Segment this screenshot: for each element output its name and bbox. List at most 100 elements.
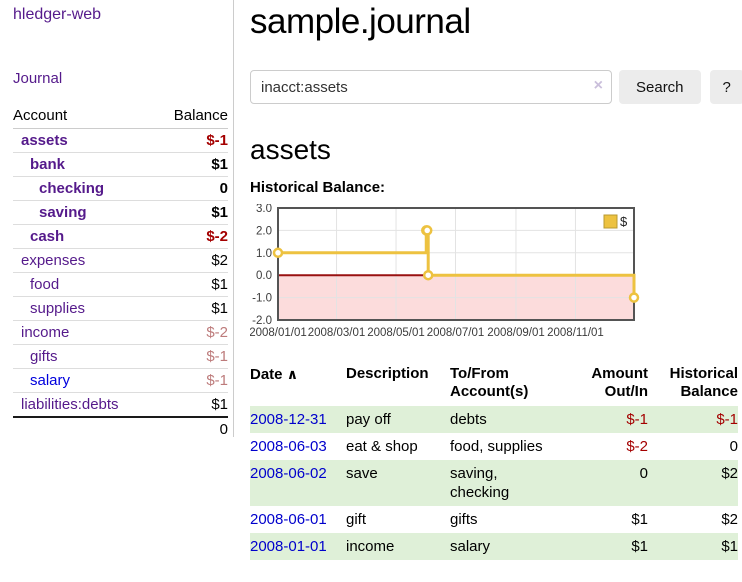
account-balance: $1 [155, 200, 228, 225]
accounts-total-balance: 0 [155, 416, 228, 441]
account-balance: $-1 [155, 128, 228, 153]
register-header-row: Date ∧ Description To/From Account(s) Am… [250, 365, 738, 406]
account-link-cash[interactable]: cash [30, 228, 65, 245]
register-row: 2008-06-02 save saving, checking 0 $2 [250, 460, 738, 506]
transaction-account: gifts [450, 511, 478, 528]
account-row-checking: checking 0 [13, 176, 228, 201]
svg-text:2008/09/01: 2008/09/01 [487, 327, 545, 339]
sort-ascending-icon: ∧ [286, 366, 299, 382]
account-link-saving[interactable]: saving [39, 204, 87, 221]
svg-text:2008/05/01: 2008/05/01 [367, 327, 425, 339]
accounts-table: Account Balance assets $-1 bank $1 check… [13, 104, 228, 441]
account-balance: 0 [155, 176, 228, 201]
transaction-account: food, supplies [450, 438, 543, 455]
svg-text:-1.0: -1.0 [252, 293, 272, 305]
main-content: sample.journal × Search ? assets Histori… [250, 0, 742, 560]
accounts-header-account: Account [13, 107, 68, 124]
account-link-income[interactable]: income [21, 324, 70, 341]
transaction-date-link[interactable]: 2008-12-31 [250, 411, 327, 428]
page-title: sample.journal [250, 2, 471, 41]
transaction-amount: $-1 [626, 411, 648, 428]
account-balance: $-1 [155, 344, 228, 369]
accounts-total-row: 0 [13, 416, 228, 441]
svg-text:$: $ [620, 214, 628, 229]
account-row-liabilities-debts: liabilities:debts $1 [13, 392, 228, 417]
clear-search-icon[interactable]: × [593, 77, 603, 94]
register-header-description: Description [346, 365, 429, 382]
account-link-bank[interactable]: bank [30, 156, 66, 173]
svg-text:2008/03/01: 2008/03/01 [308, 327, 366, 339]
svg-text:0.0: 0.0 [256, 270, 272, 282]
transaction-account: saving, checking [450, 465, 510, 501]
account-balance: $-2 [155, 224, 228, 249]
transaction-date-link[interactable]: 2008-06-01 [250, 511, 327, 528]
account-link-checking[interactable]: checking [39, 180, 105, 197]
account-row-cash: cash $-2 [13, 224, 228, 249]
register-row: 2008-06-01 gift gifts $1 $2 [250, 506, 738, 533]
accounts-header-balance: Balance [173, 107, 228, 124]
transaction-description: save [346, 465, 378, 482]
account-link-supplies[interactable]: supplies [30, 300, 86, 317]
transaction-description: gift [346, 511, 367, 528]
journal-link[interactable]: Journal [13, 70, 63, 87]
accounts-header-row: Account Balance [13, 104, 228, 129]
register-header-amount: Amount Out/In [591, 365, 648, 400]
transaction-date-link[interactable]: 2008-06-03 [250, 438, 327, 455]
transaction-amount: $1 [631, 538, 648, 555]
register-table: Date ∧ Description To/From Account(s) Am… [250, 365, 738, 560]
svg-text:2008/01/01: 2008/01/01 [250, 327, 307, 339]
transaction-date-link[interactable]: 2008-01-01 [250, 538, 327, 555]
app-title-link[interactable]: hledger-web [13, 6, 102, 23]
account-row-assets: assets $-1 [13, 128, 228, 153]
transaction-description: eat & shop [346, 438, 418, 455]
account-balance: $1 [155, 272, 228, 297]
transaction-date-link[interactable]: 2008-06-02 [250, 465, 327, 482]
svg-text:1.0: 1.0 [256, 248, 272, 260]
transaction-description: pay off [346, 411, 391, 428]
sidebar: hledger-web Journal Account Balance asse… [0, 0, 234, 441]
account-balance: $2 [155, 248, 228, 273]
account-row-bank: bank $1 [13, 152, 228, 177]
svg-text:2.0: 2.0 [256, 225, 272, 237]
account-balance: $1 [155, 392, 228, 417]
register-header-date[interactable]: Date ∧ [250, 366, 299, 383]
search-button[interactable]: Search [619, 70, 701, 104]
chart-title: Historical Balance: [250, 179, 386, 196]
account-row-saving: saving $1 [13, 200, 228, 225]
transaction-balance: $-1 [716, 411, 738, 428]
register-row: 2008-01-01 income salary $1 $1 [250, 533, 738, 560]
svg-text:2008/11/01: 2008/11/01 [547, 327, 604, 339]
transaction-amount: $-2 [626, 438, 648, 455]
account-link-food[interactable]: food [30, 276, 60, 293]
account-heading: assets [250, 134, 331, 165]
account-row-salary: salary $-1 [13, 368, 228, 393]
account-balance: $1 [155, 296, 228, 321]
svg-text:-2.0: -2.0 [252, 315, 272, 327]
transaction-balance: $2 [721, 465, 738, 482]
search-input[interactable] [250, 70, 612, 104]
account-row-food: food $1 [13, 272, 228, 297]
account-link-assets[interactable]: assets [21, 132, 68, 149]
svg-text:2008/07/01: 2008/07/01 [427, 327, 485, 339]
register-header-balance: Historical Balance [669, 365, 738, 400]
account-link-gifts[interactable]: gifts [30, 348, 58, 365]
transaction-balance: $1 [721, 538, 738, 555]
transaction-amount: $1 [631, 511, 648, 528]
register-row: 2008-12-31 pay off debts $-1 $-1 [250, 406, 738, 433]
account-balance: $-1 [155, 368, 228, 393]
help-button[interactable]: ? [709, 70, 742, 104]
account-row-gifts: gifts $-1 [13, 344, 228, 369]
register-header-account: To/From Account(s) [450, 365, 529, 400]
account-link-salary[interactable]: salary [30, 372, 71, 389]
account-link-expenses[interactable]: expenses [21, 252, 86, 269]
transaction-amount: 0 [639, 465, 648, 482]
account-balance: $1 [155, 152, 228, 177]
account-row-income: income $-2 [13, 320, 228, 345]
account-link-liabilities-debts[interactable]: liabilities:debts [21, 396, 119, 413]
account-row-supplies: supplies $1 [13, 296, 228, 321]
account-balance: $-2 [155, 320, 228, 345]
transaction-balance: $2 [721, 511, 738, 528]
search-bar: × Search ? [250, 70, 742, 104]
transaction-balance: 0 [729, 438, 738, 455]
